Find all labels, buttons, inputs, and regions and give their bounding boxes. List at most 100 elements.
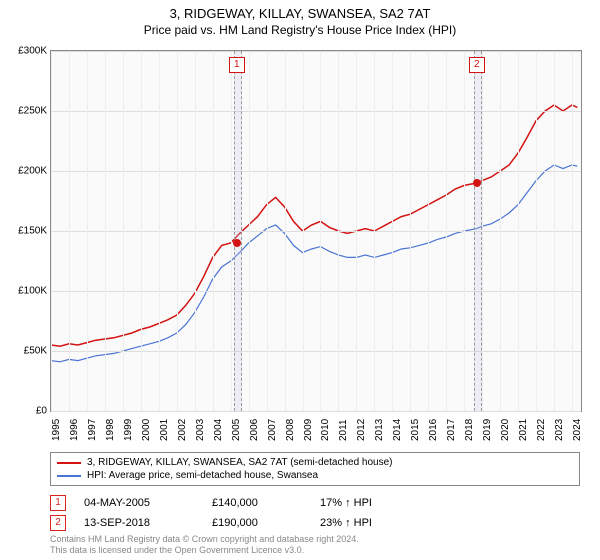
gridline-horizontal [51, 411, 581, 412]
gridline-vertical [285, 51, 286, 411]
footer-line-2: This data is licensed under the Open Gov… [50, 545, 359, 556]
x-axis-label: 2007 [267, 419, 278, 441]
gridline-vertical [572, 51, 573, 411]
x-axis-label: 2023 [554, 419, 565, 441]
plot-area: £0£50K£100K£150K£200K£250K£300K199519961… [50, 50, 582, 412]
x-axis-label: 1997 [87, 419, 98, 441]
transaction-marker-point [233, 239, 241, 247]
x-axis-label: 2017 [446, 419, 457, 441]
gridline-vertical [303, 51, 304, 411]
y-axis-label: £200K [7, 166, 47, 177]
x-axis-label: 1995 [51, 419, 62, 441]
x-axis-label: 2018 [464, 419, 475, 441]
transaction-marker-box: 2 [469, 57, 485, 73]
x-axis-label: 2022 [536, 419, 547, 441]
x-axis-label: 2001 [159, 419, 170, 441]
chart-title: 3, RIDGEWAY, KILLAY, SWANSEA, SA2 7AT [0, 0, 600, 21]
transaction-index: 1 [50, 495, 66, 511]
gridline-vertical [464, 51, 465, 411]
gridline-vertical [410, 51, 411, 411]
x-axis-label: 2016 [428, 419, 439, 441]
gridline-vertical [500, 51, 501, 411]
chart-subtitle: Price paid vs. HM Land Registry's House … [0, 21, 600, 37]
transaction-date: 04-MAY-2005 [84, 497, 194, 509]
x-axis-label: 2012 [356, 419, 367, 441]
y-axis-label: £0 [7, 406, 47, 417]
gridline-vertical [536, 51, 537, 411]
transaction-price: £140,000 [212, 497, 302, 509]
gridline-vertical [159, 51, 160, 411]
y-axis-label: £250K [7, 106, 47, 117]
gridline-vertical [231, 51, 232, 411]
y-axis-label: £150K [7, 226, 47, 237]
gridline-vertical [213, 51, 214, 411]
gridline-horizontal [51, 171, 581, 172]
y-axis-label: £100K [7, 286, 47, 297]
chart-container: 3, RIDGEWAY, KILLAY, SWANSEA, SA2 7AT Pr… [0, 0, 600, 560]
gridline-vertical [356, 51, 357, 411]
gridline-horizontal [51, 51, 581, 52]
gridline-vertical [69, 51, 70, 411]
legend-row: HPI: Average price, semi-detached house,… [57, 469, 573, 482]
x-axis-label: 2005 [231, 419, 242, 441]
gridline-vertical [249, 51, 250, 411]
series-price_paid [51, 105, 577, 346]
y-axis-label: £50K [7, 346, 47, 357]
transaction-band [474, 51, 482, 411]
gridline-vertical [267, 51, 268, 411]
legend-label: 3, RIDGEWAY, KILLAY, SWANSEA, SA2 7AT (s… [87, 457, 393, 468]
transaction-delta: 23% ↑ HPI [320, 517, 372, 529]
x-axis-label: 2003 [195, 419, 206, 441]
transaction-marker-point [473, 179, 481, 187]
x-axis-label: 2002 [177, 419, 188, 441]
x-axis-label: 2019 [482, 419, 493, 441]
legend-swatch [57, 462, 81, 464]
x-axis-label: 2021 [518, 419, 529, 441]
x-axis-label: 2024 [572, 419, 583, 441]
gridline-horizontal [51, 351, 581, 352]
gridline-vertical [87, 51, 88, 411]
transaction-band [234, 51, 242, 411]
transaction-date: 13-SEP-2018 [84, 517, 194, 529]
x-axis-label: 1999 [123, 419, 134, 441]
gridline-vertical [392, 51, 393, 411]
series-hpi [51, 165, 577, 362]
gridline-vertical [320, 51, 321, 411]
x-axis-label: 2010 [320, 419, 331, 441]
x-axis-label: 2013 [374, 419, 385, 441]
x-axis-label: 1996 [69, 419, 80, 441]
transaction-row: 213-SEP-2018£190,00023% ↑ HPI [50, 513, 580, 533]
gridline-vertical [105, 51, 106, 411]
gridline-vertical [51, 51, 52, 411]
x-axis-label: 2011 [338, 419, 349, 441]
gridline-horizontal [51, 111, 581, 112]
gridline-vertical [338, 51, 339, 411]
x-axis-label: 2014 [392, 419, 403, 441]
gridline-horizontal [51, 231, 581, 232]
x-axis-label: 2008 [285, 419, 296, 441]
x-axis-label: 2009 [303, 419, 314, 441]
x-axis-label: 2004 [213, 419, 224, 441]
transactions-table: 1 04-MAY-2005 £140,000 17% ↑ HPI 2 13-SEP-201… [50, 493, 580, 533]
legend-swatch [57, 475, 81, 477]
x-axis-label: 2006 [249, 419, 260, 441]
x-axis-label: 2015 [410, 419, 421, 441]
gridline-vertical [554, 51, 555, 411]
legend-box: 3, RIDGEWAY, KILLAY, SWANSEA, SA2 7AT (s… [50, 452, 580, 486]
footer-line-1: Contains HM Land Registry data © Crown c… [50, 534, 359, 545]
transaction-marker-box: 1 [229, 57, 245, 73]
transaction-delta: 17% ↑ HPI [320, 497, 372, 509]
gridline-vertical [141, 51, 142, 411]
gridline-vertical [195, 51, 196, 411]
x-axis-label: 1998 [105, 419, 116, 441]
footer-attribution: Contains HM Land Registry data © Crown c… [50, 534, 359, 556]
gridline-vertical [177, 51, 178, 411]
gridline-vertical [446, 51, 447, 411]
legend-row: 3, RIDGEWAY, KILLAY, SWANSEA, SA2 7AT (s… [57, 456, 573, 469]
x-axis-label: 2000 [141, 419, 152, 441]
transaction-index: 2 [50, 515, 66, 531]
gridline-vertical [428, 51, 429, 411]
legend-label: HPI: Average price, semi-detached house,… [87, 470, 318, 481]
gridline-vertical [482, 51, 483, 411]
gridline-vertical [518, 51, 519, 411]
